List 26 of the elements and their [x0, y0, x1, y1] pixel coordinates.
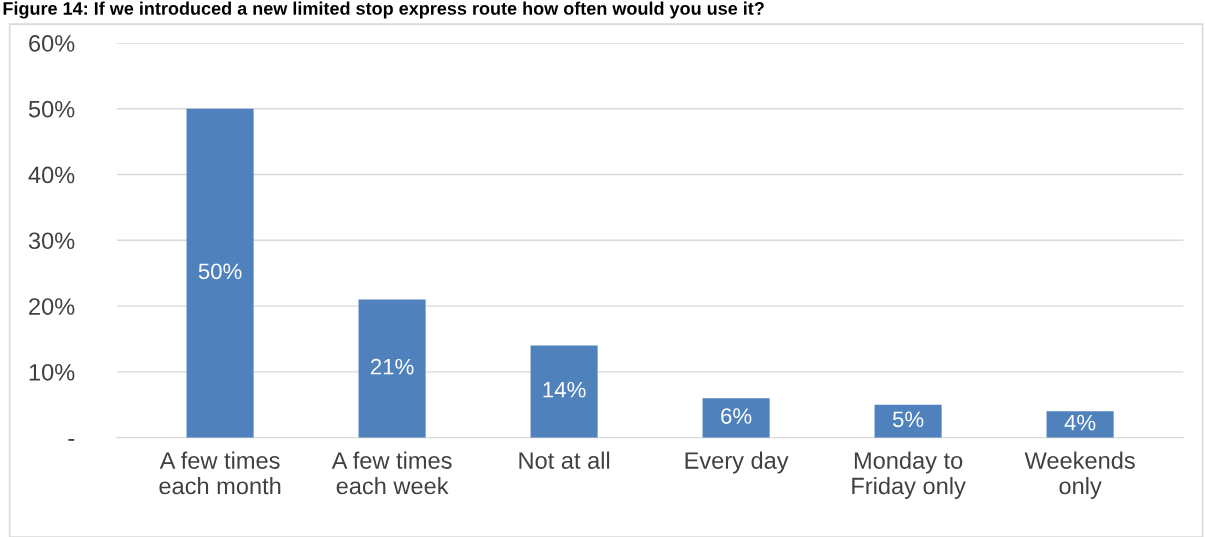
bar	[702, 398, 770, 438]
data-label: 21%	[370, 358, 414, 375]
data-label: 50%	[198, 263, 242, 280]
y-tick-label: 30%	[28, 232, 75, 250]
y-tick-label: 50%	[28, 100, 75, 118]
bar	[186, 108, 254, 438]
x-tick-label: Every day	[685, 451, 789, 474]
data-label: 5%	[892, 411, 924, 428]
y-tick-label: 10%	[29, 363, 75, 381]
data-label: 14%	[543, 381, 586, 398]
chart-title: Figure 14: If we introduced a new limited stop express route how often would you use it?	[3, 1, 764, 19]
y-tick-label: -	[68, 439, 75, 441]
x-tick-label: A few times each week	[331, 451, 452, 495]
bar	[1046, 411, 1114, 438]
x-tick-label: Weekends only	[1024, 451, 1135, 499]
bar	[874, 404, 942, 438]
bar	[358, 299, 426, 438]
x-tick-label: Not at all	[519, 451, 610, 469]
data-label: 4%	[1064, 414, 1096, 431]
x-tick-label: A few times each month	[159, 451, 281, 495]
data-label: 6%	[721, 408, 752, 424]
y-tick-label: 20%	[29, 298, 75, 315]
x-tick-label: Monday to Friday only	[852, 451, 966, 499]
bar	[530, 345, 598, 438]
y-tick-label: 40%	[28, 166, 75, 184]
y-tick-label: 60%	[29, 35, 75, 52]
